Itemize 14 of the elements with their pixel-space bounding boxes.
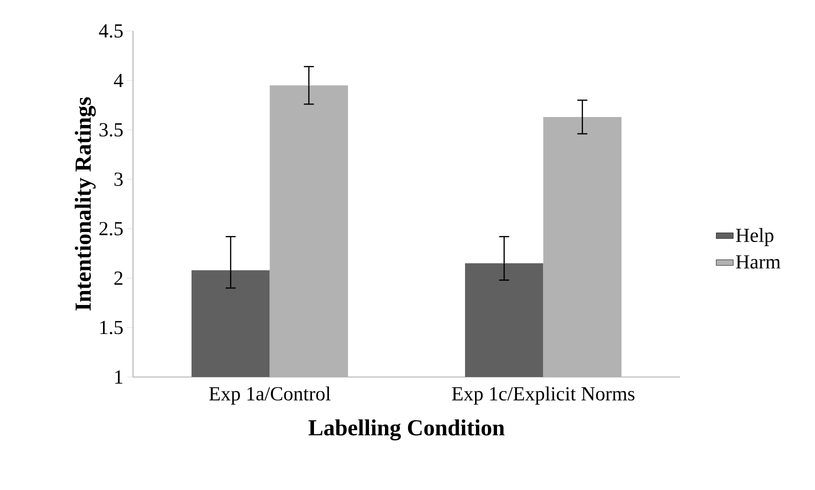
x-axis-title: Labelling Condition: [308, 419, 505, 440]
legend-label: Harm: [736, 255, 780, 269]
y-tick-label: 4.5: [98, 24, 123, 38]
y-tick-label: 4: [114, 74, 124, 87]
y-tick-label: 3.5: [100, 123, 123, 137]
x-tick-label: Exp 1c/Explicit Norms: [452, 386, 634, 405]
y-tick-label: 1: [115, 370, 122, 384]
x-tick-label: Exp 1a/Control: [209, 386, 331, 405]
y-axis-title: Intentionality Ratings: [74, 97, 96, 310]
y-tick-label: 1.5: [100, 320, 123, 334]
y-tick-label: 2: [114, 272, 122, 285]
y-tick-label: 3: [114, 172, 123, 186]
legend-label: Help: [736, 228, 774, 246]
y-tick-label: 2.5: [99, 222, 123, 236]
